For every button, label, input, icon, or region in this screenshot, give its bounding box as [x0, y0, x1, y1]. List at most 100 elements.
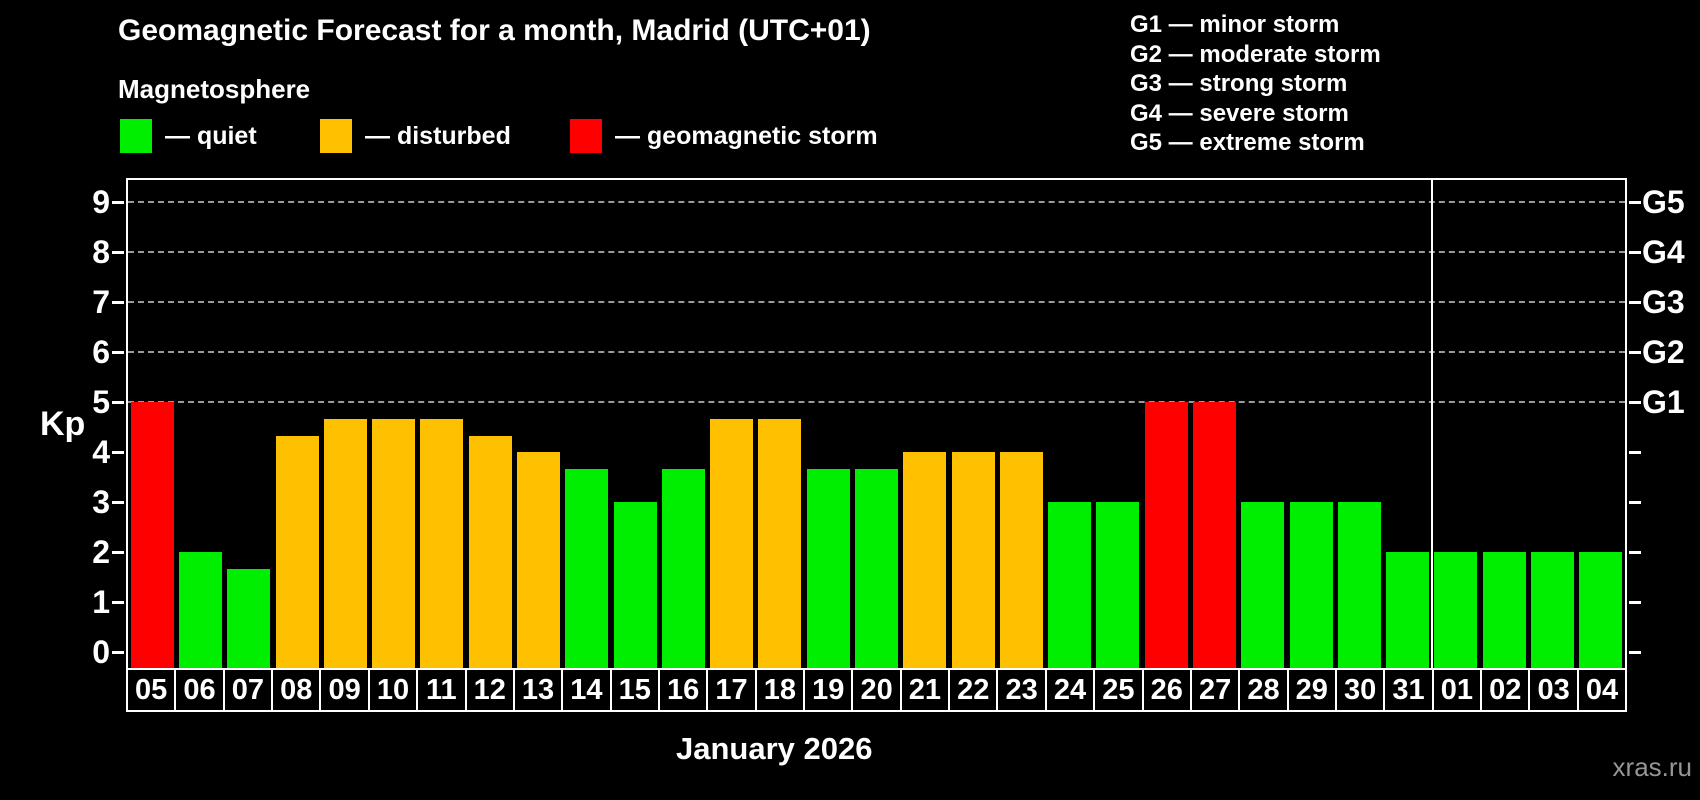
y-axis-tick [112, 551, 124, 554]
right-axis-tick [1629, 501, 1641, 504]
y-axis-tick [112, 451, 124, 454]
quiet-swatch-icon [120, 119, 152, 153]
y-axis-tick [112, 201, 124, 204]
gridline-kp6 [128, 351, 1625, 353]
plot-area: Kp 0 1 2 3 4 5 6 7 8 9 G1 G2 G3 G4 G5 [40, 178, 1685, 670]
x-label-box: 23 [998, 670, 1047, 710]
y-axis-title: Kp [40, 405, 86, 443]
g-legend-line-g1: G1 — minor storm [1130, 11, 1340, 38]
y-axis-tick [112, 251, 124, 254]
x-label-box: 06 [176, 670, 225, 710]
right-axis-tick [1629, 451, 1641, 454]
x-label-box: 05 [128, 670, 177, 710]
kp-bar [1289, 502, 1333, 668]
month-separator-line [1430, 180, 1433, 668]
x-label-box: 07 [225, 670, 274, 710]
y-axis-tick [112, 501, 124, 504]
x-label-box: 25 [1095, 670, 1144, 710]
kp-bar [1579, 552, 1623, 668]
x-label-box: 14 [563, 670, 612, 710]
x-label-box: 16 [660, 670, 709, 710]
gridline-kp8 [128, 251, 1625, 253]
kp-bar [516, 452, 560, 668]
x-label-box: 04 [1585, 673, 1619, 706]
kp-bar [227, 568, 271, 668]
x-label-box: 03 [1530, 670, 1579, 710]
watermark: xras.ru [1612, 752, 1692, 782]
g-legend-line-g4: G4 — severe storm [1130, 99, 1349, 127]
right-axis-tick [1629, 601, 1641, 604]
gridline-kp7 [128, 301, 1625, 303]
g-legend-line-g2: G2 — moderate storm [1130, 40, 1381, 68]
gridline-kp9 [128, 201, 1625, 203]
x-label-box: 19 [805, 670, 854, 710]
right-axis-tick [1629, 301, 1641, 304]
kp-bar [903, 452, 947, 668]
right-axis-tick [1629, 551, 1641, 554]
kp-bar [999, 452, 1043, 668]
x-axis-title: January 2026 [676, 731, 873, 766]
x-label-box: 21 [902, 670, 951, 710]
x-label-box: 30 [1337, 670, 1386, 710]
x-label-box: 26 [1144, 670, 1192, 710]
chart-subtitle: Magnetosphere [118, 74, 311, 104]
right-axis-tick [1629, 401, 1641, 404]
kp-bar [178, 552, 222, 668]
y-axis-tick [112, 351, 124, 354]
right-axis-tick [1629, 201, 1641, 204]
disturbed-swatch-icon [320, 119, 352, 153]
y-tick-label: 8 [92, 234, 110, 270]
g-legend-line-g3: G3 — strong storm [1130, 70, 1348, 97]
right-axis-tick [1629, 351, 1641, 354]
y-tick-label: 4 [92, 434, 110, 470]
kp-bar [1434, 552, 1478, 668]
x-label-box: 02 [1482, 670, 1531, 710]
y-tick-label: 2 [92, 534, 110, 570]
kp-bar [855, 468, 898, 668]
kp-bar [1531, 552, 1575, 668]
x-label-box: 15 [612, 670, 660, 710]
right-axis-tick [1629, 651, 1641, 654]
g-scale-label-g3: G3 [1642, 284, 1685, 320]
y-tick-label: 1 [92, 584, 110, 620]
kp-bar [275, 435, 319, 668]
kp-bar [1144, 402, 1188, 668]
page-title: Geomagnetic Forecast for a month, Madrid… [118, 14, 871, 47]
kp-bar [758, 418, 802, 668]
kp-bar [710, 418, 754, 668]
x-label-box: 29 [1289, 670, 1337, 710]
x-label-box: 24 [1047, 670, 1096, 710]
g-scale-legend: G1 — minor storm G2 — moderate storm G3 … [1130, 10, 1381, 158]
kp-bar [806, 468, 850, 668]
kp-bar [323, 418, 367, 668]
y-tick-label: 6 [92, 334, 110, 370]
gridline-kp5 [128, 401, 1625, 403]
g-legend-line-g5: G5 — extreme storm [1130, 129, 1365, 156]
y-axis-tick [112, 651, 124, 654]
y-axis-tick [112, 301, 124, 304]
g-scale-label-g2: G2 [1642, 334, 1685, 370]
x-label-box: 09 [321, 670, 370, 710]
kp-bar [1337, 502, 1381, 668]
legend-label-quiet: — quiet [165, 121, 257, 150]
x-label-box: 20 [853, 670, 902, 710]
legend-label-disturbed: — disturbed [365, 121, 511, 150]
right-axis-tick [1629, 251, 1641, 254]
kp-bar [420, 418, 464, 668]
legend-item-disturbed: — disturbed [320, 119, 511, 153]
legend-label-storm: — geomagnetic storm [615, 121, 878, 150]
kp-bar [565, 468, 609, 668]
kp-bar [372, 418, 416, 668]
kp-bar [1048, 502, 1092, 668]
y-axis-tick [112, 401, 124, 404]
kp-bar [613, 502, 657, 668]
x-label-box: 12 [467, 670, 515, 710]
legend-item-quiet: — quiet [120, 119, 257, 153]
y-tick-label: 3 [92, 484, 110, 520]
y-tick-label: 5 [92, 384, 110, 420]
y-axis-tick [112, 601, 124, 604]
kp-bar [130, 402, 174, 668]
x-label-box: 18 [757, 670, 806, 710]
g-scale-label-g4: G4 [1642, 234, 1685, 270]
kp-bar [1096, 502, 1140, 668]
